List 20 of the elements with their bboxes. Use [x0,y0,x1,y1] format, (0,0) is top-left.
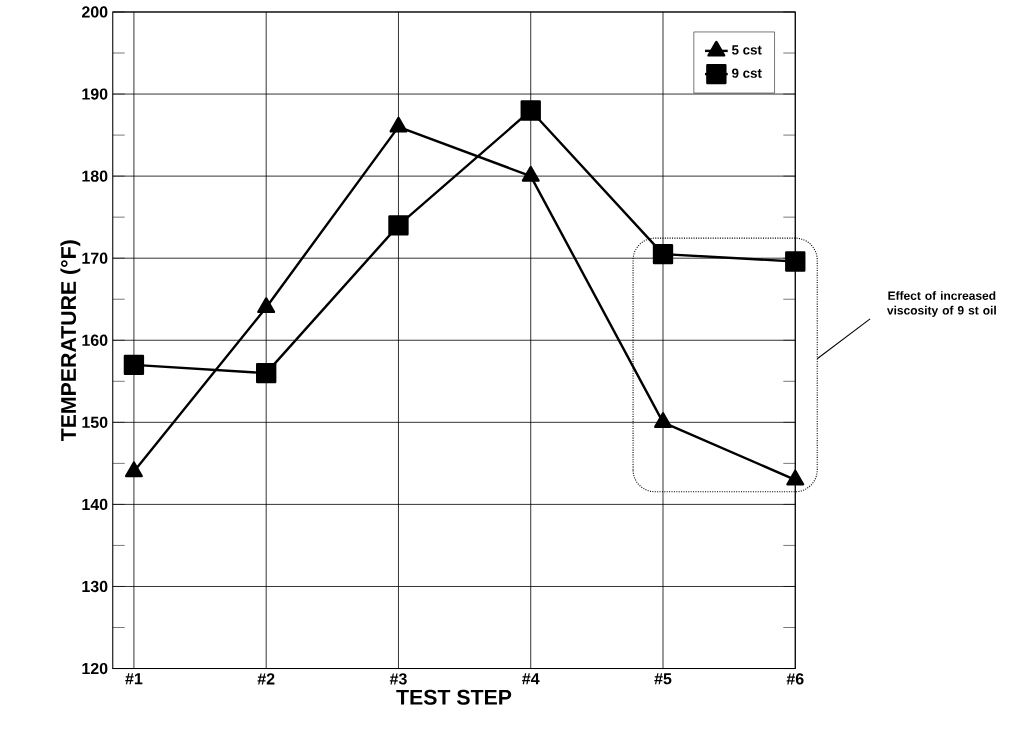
y-tick-label: 120 [82,662,108,675]
y-tick-label: 140 [82,498,108,510]
legend-label: 9 cst [732,68,762,78]
y-tick-label: 130 [82,580,108,592]
text: Effect of increased viscosity of 9 st oil [886,290,996,317]
x-tick-label: #6 [786,673,804,685]
y-tick-label: 160 [82,334,108,346]
y-tick-label: 170 [82,252,108,264]
legend-label: 5 cst [731,45,762,55]
x-tick-label: #2 [257,673,275,685]
y-tick-label: 180 [82,170,108,182]
y-tick-label: 150 [82,416,108,428]
x-tick-label: #5 [654,673,672,685]
x-tick-label: #3 [389,673,407,685]
x-tick-label: #4 [522,673,540,685]
y-axis-title: TEMPERATURE (°F) [60,240,81,441]
x-tick-label: #1 [125,673,143,685]
y-tick-label: 190 [82,88,108,100]
y-tick-label: 200 [81,6,108,18]
x-axis-title: TEST STEP [396,689,512,705]
